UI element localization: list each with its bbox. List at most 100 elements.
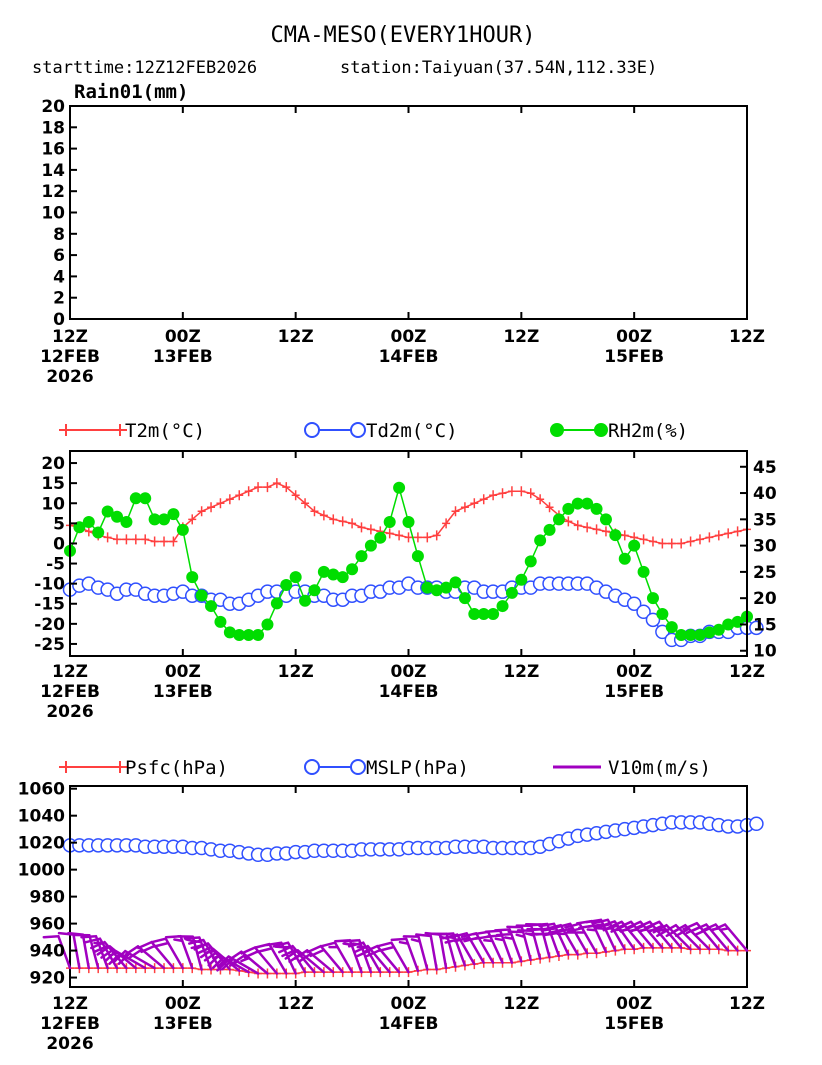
t2m-point bbox=[686, 536, 695, 547]
wind-barb bbox=[216, 955, 260, 975]
t2m-point bbox=[160, 536, 169, 547]
td2m-legend-marker bbox=[350, 422, 366, 438]
x-tick-date: 13FEB bbox=[153, 1014, 213, 1034]
td2m-legend: Td2m(°C) bbox=[304, 420, 458, 442]
temperature-plot bbox=[62, 478, 764, 648]
rh2m-point bbox=[665, 621, 678, 634]
y-tick-label: 960 bbox=[30, 915, 66, 935]
wind-barb bbox=[319, 941, 354, 974]
y-tick-label: 40 bbox=[753, 484, 777, 504]
y-tick-label: 5 bbox=[53, 514, 65, 534]
wind-barb bbox=[531, 922, 561, 958]
wind-barb bbox=[293, 949, 335, 974]
t2m-point bbox=[169, 536, 178, 547]
t2m-point bbox=[385, 528, 394, 539]
rh2m-point bbox=[496, 600, 509, 613]
t2m-point bbox=[479, 494, 488, 505]
t2m-point bbox=[714, 530, 723, 541]
rh2m-point bbox=[242, 628, 255, 641]
wind-barb bbox=[585, 918, 617, 952]
t2m-point bbox=[470, 498, 479, 509]
y-tick-label: 980 bbox=[30, 888, 66, 908]
t2m-point bbox=[357, 522, 366, 533]
rh2m-point bbox=[468, 607, 481, 620]
t2m-legend-marker bbox=[59, 424, 127, 436]
x-tick-hour: 12Z bbox=[278, 994, 314, 1014]
y-tick-label: 45 bbox=[753, 458, 777, 478]
x-tick-hour: 00Z bbox=[391, 327, 427, 347]
rh2m-point bbox=[646, 592, 659, 605]
rh2m-point bbox=[233, 628, 246, 641]
rh2m-point bbox=[393, 481, 406, 494]
wind-barb bbox=[625, 920, 664, 950]
y-tick-label: 1000 bbox=[18, 861, 65, 881]
t2m-point bbox=[263, 482, 272, 493]
temperature-panel: T2m(°C) Td2m(°C) RH2m(%) -25-20-15-10-50… bbox=[34, 420, 777, 722]
rh2m-point bbox=[139, 492, 152, 505]
x-tick-date: 15FEB bbox=[604, 1014, 664, 1034]
rh2m-point bbox=[477, 607, 490, 620]
t2m-point bbox=[188, 514, 197, 525]
rh2m-point bbox=[308, 584, 321, 597]
x-tick-hour: 12Z bbox=[278, 662, 314, 682]
mslp-legend: MSLP(hPa) bbox=[304, 757, 469, 779]
y-tick-label: 1060 bbox=[18, 780, 65, 800]
rh2m-point bbox=[167, 508, 180, 521]
t2m-point bbox=[141, 534, 150, 545]
wind-barb bbox=[671, 923, 711, 951]
t2m-point bbox=[545, 502, 554, 513]
t2m-point bbox=[526, 488, 535, 499]
y-tick-label: 0 bbox=[53, 534, 65, 554]
y-tick-label: 20 bbox=[41, 454, 65, 474]
td2m-point bbox=[636, 604, 651, 620]
t2m-point bbox=[244, 486, 253, 497]
rh2m-point bbox=[618, 552, 631, 565]
rh2m-point bbox=[402, 515, 415, 528]
x-tick-date: 12FEB bbox=[40, 1014, 100, 1034]
rh2m-point bbox=[148, 513, 161, 526]
rh2m-point bbox=[524, 555, 537, 568]
x-tick-hour: 00Z bbox=[165, 327, 201, 347]
x-tick-hour: 12Z bbox=[729, 994, 765, 1014]
pressure-y-axis: 920 940 960 980 1000 1020 1040 1060 bbox=[18, 780, 77, 989]
wind-barb bbox=[253, 942, 288, 975]
rh2m-point bbox=[299, 594, 312, 607]
rh2m-point bbox=[628, 539, 641, 552]
rh2m-point bbox=[411, 550, 424, 563]
rh2m-point bbox=[289, 571, 302, 584]
y-tick-label: 6 bbox=[53, 246, 65, 266]
wind-barb bbox=[592, 918, 627, 951]
wind-barb bbox=[415, 933, 438, 971]
t2m-point bbox=[395, 530, 404, 541]
wind-barb bbox=[607, 920, 645, 950]
x-tick-date: 13FEB bbox=[153, 682, 213, 702]
rh2m-point bbox=[82, 515, 95, 528]
rh2m-point bbox=[656, 607, 669, 620]
t2m-point bbox=[197, 506, 206, 517]
y-tick-label: 30 bbox=[753, 537, 777, 557]
rh2m-point bbox=[590, 502, 603, 515]
y-tick-label: 1040 bbox=[18, 807, 65, 827]
rh2m-point bbox=[252, 628, 265, 641]
rh2m-point bbox=[693, 628, 706, 641]
y-tick-label: 8 bbox=[53, 225, 65, 245]
wind-barb bbox=[306, 944, 344, 974]
rh2m-point bbox=[543, 523, 556, 536]
start-time: starttime:12Z12FEB2026 bbox=[32, 58, 257, 78]
rh2m-point bbox=[101, 505, 114, 518]
rh2m-point bbox=[129, 492, 142, 505]
rh2m-point bbox=[684, 628, 697, 641]
y-tick-label: -5 bbox=[46, 555, 65, 575]
x-tick-hour: 12Z bbox=[52, 327, 88, 347]
rh2m-point bbox=[581, 497, 594, 510]
wind-barb bbox=[402, 935, 429, 971]
wind-barb bbox=[599, 920, 636, 951]
wind-barb bbox=[228, 950, 269, 975]
y-tick-label: 4 bbox=[53, 267, 65, 287]
rh2m-legend-label: RH2m(%) bbox=[608, 420, 688, 442]
temperature-plot-frame bbox=[69, 450, 748, 657]
rh2m-point bbox=[195, 589, 208, 602]
